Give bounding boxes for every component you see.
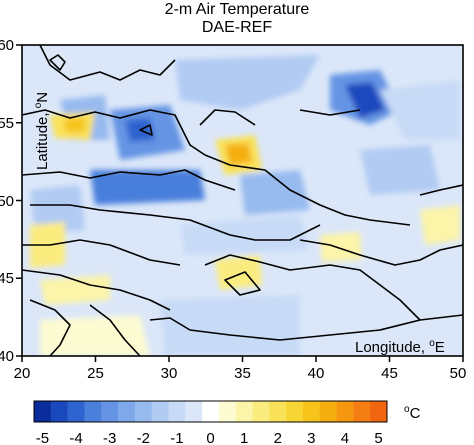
colorbar-swatch [302, 401, 321, 422]
colorbar-swatch [202, 401, 220, 422]
map-area [22, 45, 463, 356]
colorbar-swatch [185, 401, 203, 422]
colorbar-labels: -5 -4 -3 -2 -1 0 1 2 3 4 5 [36, 430, 383, 445]
colorbar-swatch [118, 401, 136, 422]
colorbar-swatch [134, 401, 152, 422]
colorbar-tick-label: -2 [137, 430, 150, 445]
y-tick-labels: 40 45 50 55 60 [0, 37, 14, 365]
colorbar-swatch [235, 401, 253, 422]
y-tick-label: 60 [0, 37, 14, 54]
y-tick-label: 40 [0, 348, 14, 365]
x-axis-label: Longitude, oE [355, 338, 445, 356]
tick-marks [16, 44, 464, 362]
colorbar [33, 400, 388, 423]
colorbar-swatch [168, 401, 186, 422]
colorbar-swatch [151, 401, 169, 422]
x-tick-label: 45 [381, 365, 398, 382]
colorbar-swatch [101, 401, 119, 422]
map-subtitle: DAE-REF [201, 19, 273, 36]
y-tick-label: 45 [0, 270, 14, 287]
y-tick-label: 50 [0, 193, 14, 210]
colorbar-swatch [34, 401, 52, 422]
colorbar-swatch [218, 401, 237, 422]
x-tick-label: 40 [308, 365, 325, 382]
x-tick-label: 50 [450, 365, 467, 382]
colorbar-tick-label: 2 [274, 430, 282, 445]
colorbar-tick-label: 3 [307, 430, 315, 445]
colorbar-tick-label: -4 [69, 430, 82, 445]
x-tick-label: 30 [161, 365, 178, 382]
colorbar-swatch [370, 401, 388, 422]
y-axis-label: Latitude, oN [33, 92, 51, 170]
colorbar-tick-label: 1 [240, 430, 248, 445]
country-borders [22, 45, 463, 356]
colorbar-swatch [269, 401, 287, 422]
colorbar-swatch [252, 401, 270, 422]
colorbar-tick-label: -3 [103, 430, 116, 445]
colorbar-tick-label: -5 [36, 430, 49, 445]
map-title: 2-m Air Temperature [164, 1, 310, 18]
x-tick-label: 20 [14, 365, 31, 382]
colorbar-swatch [84, 401, 102, 422]
colorbar-tick-label: 4 [341, 430, 349, 445]
colorbar-swatch [353, 401, 371, 422]
colorbar-tick-label: 5 [374, 430, 382, 445]
colorbar-frame [33, 400, 388, 423]
colorbar-tick-label: 0 [206, 430, 214, 445]
colorbar-swatch [319, 401, 337, 422]
y-tick-label: 55 [0, 115, 14, 132]
colorbar-swatch [67, 401, 85, 422]
colorbar-swatch [286, 401, 304, 422]
x-tick-label: 25 [87, 365, 104, 382]
x-tick-labels: 20 25 30 35 40 45 50 [14, 365, 467, 382]
colorbar-swatch [336, 401, 354, 422]
colorbar-unit: oC [404, 404, 421, 422]
colorbar-tick-label: -1 [170, 430, 183, 445]
x-tick-label: 35 [234, 365, 251, 382]
colorbar-swatch [50, 401, 68, 422]
